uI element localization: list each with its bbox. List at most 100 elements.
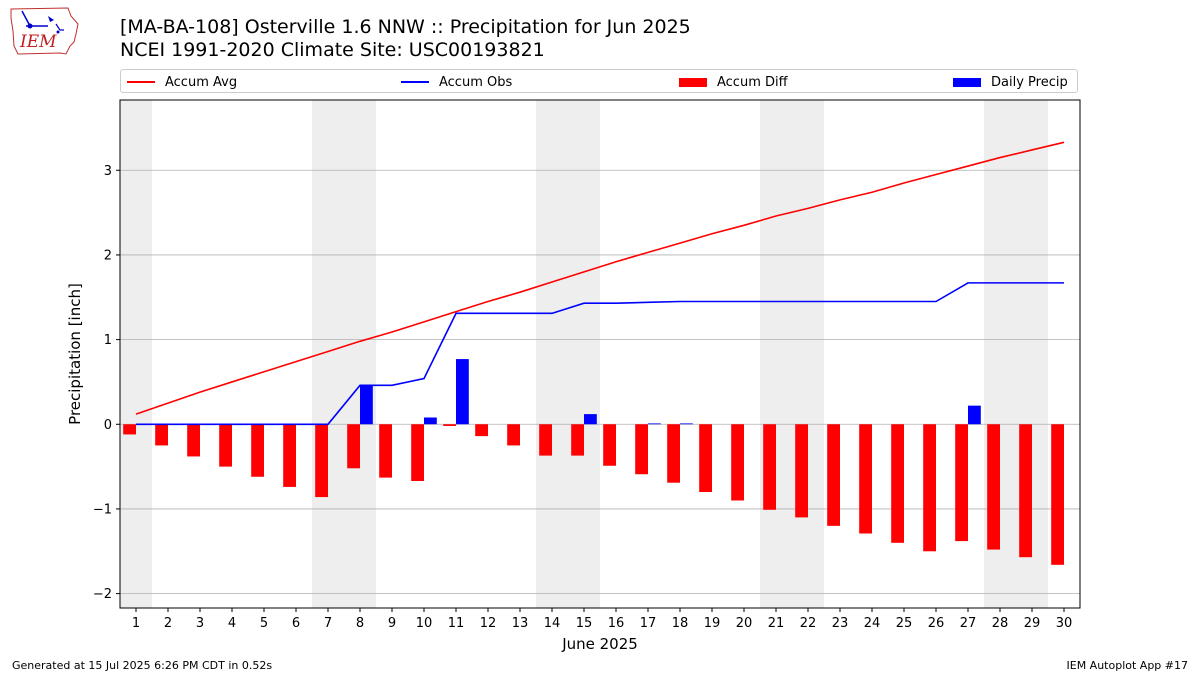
accum-diff-bar-day-4 [219,424,232,467]
y-axis-label: Precipitation [inch] [66,283,84,425]
legend-label-accum-avg: Accum Avg [165,74,238,90]
accum-diff-bar-day-8 [347,424,360,469]
accum-diff-bar-day-28 [987,424,1000,550]
daily-precip-bar-day-27 [968,405,981,425]
x-tick-label-4: 4 [228,616,236,631]
legend-label-daily-precip: Daily Precip [991,74,1068,90]
accum-diff-bar-day-6 [283,424,296,487]
accum-diff-bar-day-10 [411,424,424,481]
legend-item-accum-avg: Accum Avg [127,73,237,91]
legend-item-daily-precip: Daily Precip [953,73,1068,91]
legend-swatch-accum-obs [401,81,429,83]
accum-diff-bar-day-9 [379,424,392,478]
accum-diff-bar-day-21 [763,424,776,510]
accum-diff-bar-day-23 [827,424,840,526]
accum-diff-bar-day-3 [187,424,200,457]
iem-logo: IEM [8,6,80,62]
legend-swatch-daily-precip [953,77,981,87]
footer-generated-text: Generated at 15 Jul 2025 6:26 PM CDT in … [12,659,273,672]
accum-diff-bar-day-26 [923,424,936,552]
x-tick-label-20: 20 [736,616,753,631]
accum-diff-bar-day-17 [635,424,648,475]
accum-diff-bar-day-24 [859,424,872,534]
accum-diff-bar-day-14 [539,424,552,456]
daily-precip-bar-day-17 [648,423,661,425]
legend-swatch-accum-avg [127,81,155,83]
plot-frame [119,99,1081,609]
chart-legend: Accum Avg Accum Obs Accum Diff Daily Pre… [120,69,1078,93]
x-tick-label-9: 9 [388,616,396,631]
legend-label-accum-obs: Accum Obs [439,74,513,90]
x-tick-label-30: 30 [1056,616,1073,631]
y-tick-label-2: 2 [104,248,112,263]
accum-diff-bar-day-7 [315,424,328,498]
legend-label-accum-diff: Accum Diff [717,74,788,90]
x-tick-label-26: 26 [928,616,945,631]
daily-precip-bar-day-8 [360,385,373,425]
x-tick-label-6: 6 [292,616,300,631]
logo-text: IEM [20,32,57,52]
accum-diff-bar-day-22 [795,424,808,518]
x-tick-label-8: 8 [356,616,364,631]
accum-diff-bar-day-5 [251,424,264,477]
x-tick-label-17: 17 [640,616,657,631]
x-tick-label-15: 15 [576,616,593,631]
legend-swatch-accum-diff [679,77,707,87]
x-tick-label-28: 28 [992,616,1009,631]
x-tick-label-14: 14 [544,616,561,631]
accum-diff-bar-day-19 [699,424,712,493]
x-tick-label-13: 13 [512,616,529,631]
accum-diff-bar-day-29 [1019,424,1032,558]
chart-subtitle: NCEI 1991-2020 Climate Site: USC00193821 [120,39,545,61]
x-tick-label-24: 24 [864,616,881,631]
x-tick-label-21: 21 [768,616,785,631]
weekend-shade-4 [760,100,824,608]
legend-item-accum-obs: Accum Obs [401,73,512,91]
y-tick-label-3: 3 [104,164,112,179]
accum-diff-bar-day-13 [507,424,520,446]
x-tick-label-29: 29 [1024,616,1041,631]
x-tick-label-11: 11 [448,616,465,631]
iowa-state-outline-icon [10,7,79,55]
daily-precip-bar-day-10 [424,417,437,425]
y-tick-label--2: −2 [93,587,112,602]
accum-diff-bar-day-27 [955,424,968,542]
x-tick-label-23: 23 [832,616,849,631]
accum-diff-bar-day-15 [571,424,584,456]
x-axis-label: June 2025 [561,635,638,653]
daily-precip-bar-day-11 [456,359,469,425]
accum-diff-bar-day-20 [731,424,744,501]
accum-obs-line [136,282,1064,426]
x-tick-label-19: 19 [704,616,721,631]
x-tick-label-3: 3 [196,616,204,631]
x-tick-label-7: 7 [324,616,332,631]
x-tick-label-5: 5 [260,616,268,631]
accum-diff-bar-day-1 [123,424,136,435]
x-tick-label-10: 10 [416,616,433,631]
chart-title: [MA-BA-108] Osterville 1.6 NNW :: Precip… [120,16,691,38]
x-tick-label-27: 27 [960,616,977,631]
accum-diff-bar-day-12 [475,424,488,437]
x-tick-label-25: 25 [896,616,913,631]
y-tick-label--1: −1 [93,502,112,517]
daily-precip-bar-day-15 [584,414,597,425]
weekend-shade-1 [120,100,152,608]
footer-app-text: IEM Autoplot App #17 [1066,659,1189,672]
daily-precip-bar-day-18 [680,423,693,425]
x-tick-label-2: 2 [164,616,172,631]
accum-diff-bar-day-11 [443,424,456,426]
accum-diff-bar-day-25 [891,424,904,543]
accum-diff-bar-day-2 [155,424,168,446]
x-tick-label-12: 12 [480,616,497,631]
x-tick-label-1: 1 [132,616,140,631]
accum-diff-bar-day-16 [603,424,616,466]
x-tick-label-16: 16 [608,616,625,631]
weekend-shade-2 [312,100,376,608]
x-tick-label-22: 22 [800,616,817,631]
legend-item-accum-diff: Accum Diff [679,73,788,91]
accum-diff-bar-day-30 [1051,424,1064,565]
accum-avg-line [135,141,1065,415]
y-tick-label-1: 1 [104,333,112,348]
weekend-shade-3 [536,100,600,608]
